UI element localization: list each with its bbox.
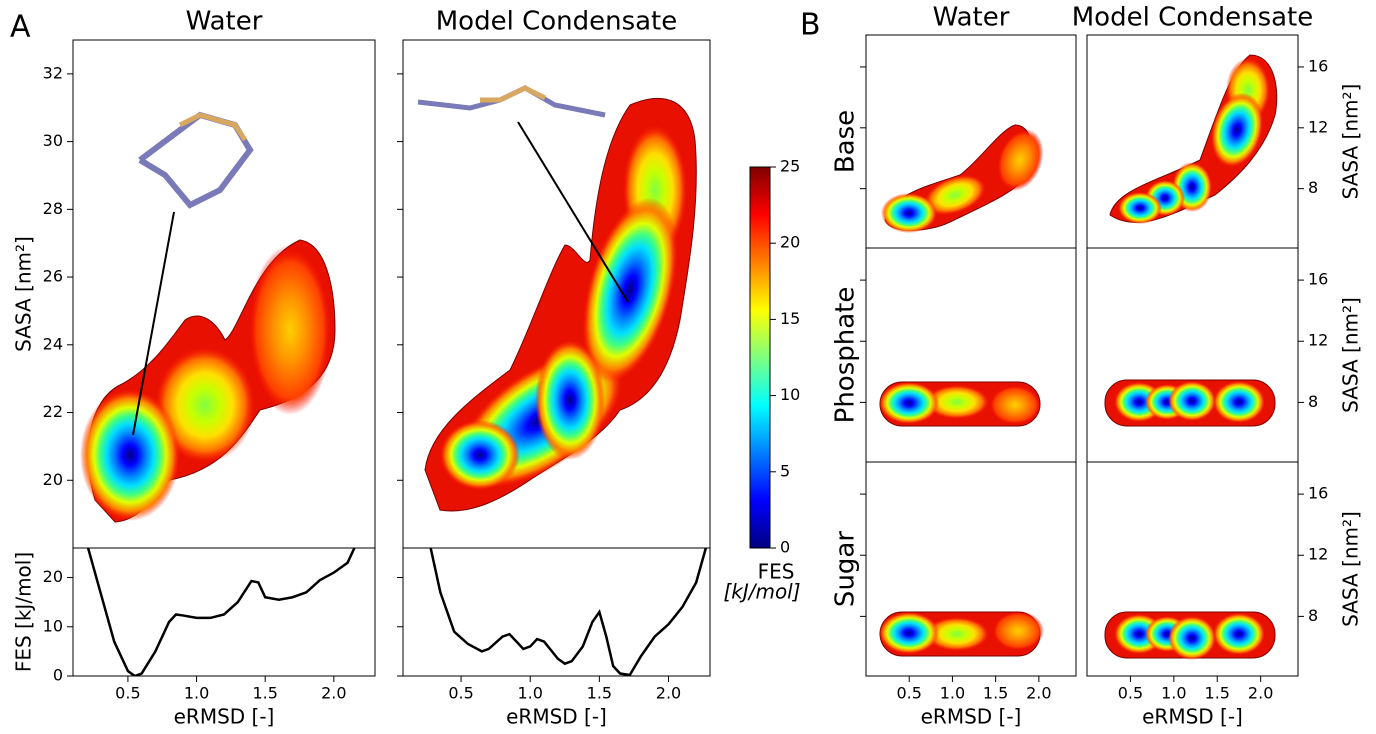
column-title: Water — [933, 3, 1010, 33]
colorbar-tick-label: 5 — [780, 461, 790, 480]
axes-frame — [865, 461, 1077, 677]
x-tick-label: 0.5 — [448, 684, 473, 703]
y-axis-label: SASA [nm²] — [12, 236, 36, 352]
x-tick-label: 1.5 — [1205, 684, 1230, 703]
y-tick-label: 8 — [1308, 392, 1318, 411]
panel-label: B — [800, 8, 821, 43]
row-title: Phosphate — [831, 287, 861, 424]
y-tick-label: 12 — [1308, 545, 1328, 564]
x-axis-label: eRMSD [-] — [921, 705, 1022, 729]
colorbar-tick-label: 20 — [780, 233, 800, 252]
axes-frame — [72, 547, 376, 677]
y-tick-label: 8 — [1308, 178, 1318, 197]
axes-frame — [402, 547, 711, 677]
row-title: Base — [831, 110, 861, 173]
axes-frame — [1086, 247, 1299, 463]
y-axis-label: SASA [nm²] — [1339, 297, 1363, 413]
colorbar — [749, 166, 771, 549]
y-tick-label: 8 — [1308, 606, 1318, 625]
x-tick-label: 0.5 — [115, 684, 140, 703]
contour-fill — [879, 54, 1278, 660]
x-axis-label: eRMSD [-] — [506, 705, 607, 729]
chart-title: Model Condensate — [436, 7, 678, 37]
y-tick-label: 24 — [43, 334, 63, 353]
y-tick-label: 32 — [43, 63, 63, 82]
x-tick-label: 1.0 — [184, 684, 209, 703]
y-tick-label: 16 — [1308, 56, 1328, 75]
y-tick-label: 20 — [43, 567, 63, 586]
x-axis-label: eRMSD [-] — [1142, 705, 1243, 729]
contour-fill — [80, 111, 336, 523]
x-tick-label: 2.0 — [1248, 684, 1273, 703]
axes-frame — [1086, 461, 1299, 677]
panel-label: A — [10, 10, 31, 45]
y-tick-label: 16 — [1308, 270, 1328, 289]
x-tick-label: 2.0 — [1026, 684, 1051, 703]
y-tick-label: 22 — [43, 402, 63, 421]
y-tick-label: 26 — [43, 267, 63, 286]
x-tick-label: 1.0 — [517, 684, 542, 703]
x-tick-label: 0.5 — [896, 684, 921, 703]
y-tick-label: 12 — [1308, 331, 1328, 350]
x-tick-label: 1.0 — [1161, 684, 1186, 703]
contour-fill — [417, 85, 697, 512]
y-tick-label: 20 — [43, 470, 63, 489]
x-tick-label: 1.0 — [940, 684, 965, 703]
y-axis-label: FES [kJ/mol] — [12, 552, 36, 672]
colorbar-label: [kJ/mol] — [723, 580, 800, 604]
x-tick-label: 1.5 — [252, 684, 277, 703]
x-tick-label: 1.5 — [983, 684, 1008, 703]
fes-line — [86, 548, 356, 676]
y-axis-label: SASA [nm²] — [1339, 511, 1363, 627]
x-tick-label: 2.0 — [656, 684, 681, 703]
x-tick-label: 1.5 — [587, 684, 612, 703]
y-tick-label: 28 — [43, 199, 63, 218]
x-tick-label: 0.5 — [1118, 684, 1143, 703]
colorbar-tick-label: 15 — [780, 309, 800, 328]
x-axis-label: eRMSD [-] — [174, 705, 275, 729]
colorbar-tick-label: 25 — [780, 157, 800, 176]
colorbar-tick-label: 0 — [780, 538, 790, 557]
y-tick-label: 10 — [43, 616, 63, 635]
y-tick-label: 30 — [43, 131, 63, 150]
x-tick-label: 2.0 — [321, 684, 346, 703]
row-title: Sugar — [831, 531, 861, 607]
axes-frame — [865, 247, 1077, 463]
y-tick-label: 0 — [53, 666, 63, 685]
y-tick-label: 12 — [1308, 117, 1328, 136]
y-tick-label: 16 — [1308, 484, 1328, 503]
chart-title: Water — [186, 7, 263, 37]
fes-line — [429, 548, 708, 676]
column-title: Model Condensate — [1072, 3, 1314, 33]
y-axis-label: SASA [nm²] — [1339, 84, 1363, 200]
colorbar-label: FES — [758, 560, 795, 584]
colorbar-tick-label: 10 — [780, 385, 800, 404]
